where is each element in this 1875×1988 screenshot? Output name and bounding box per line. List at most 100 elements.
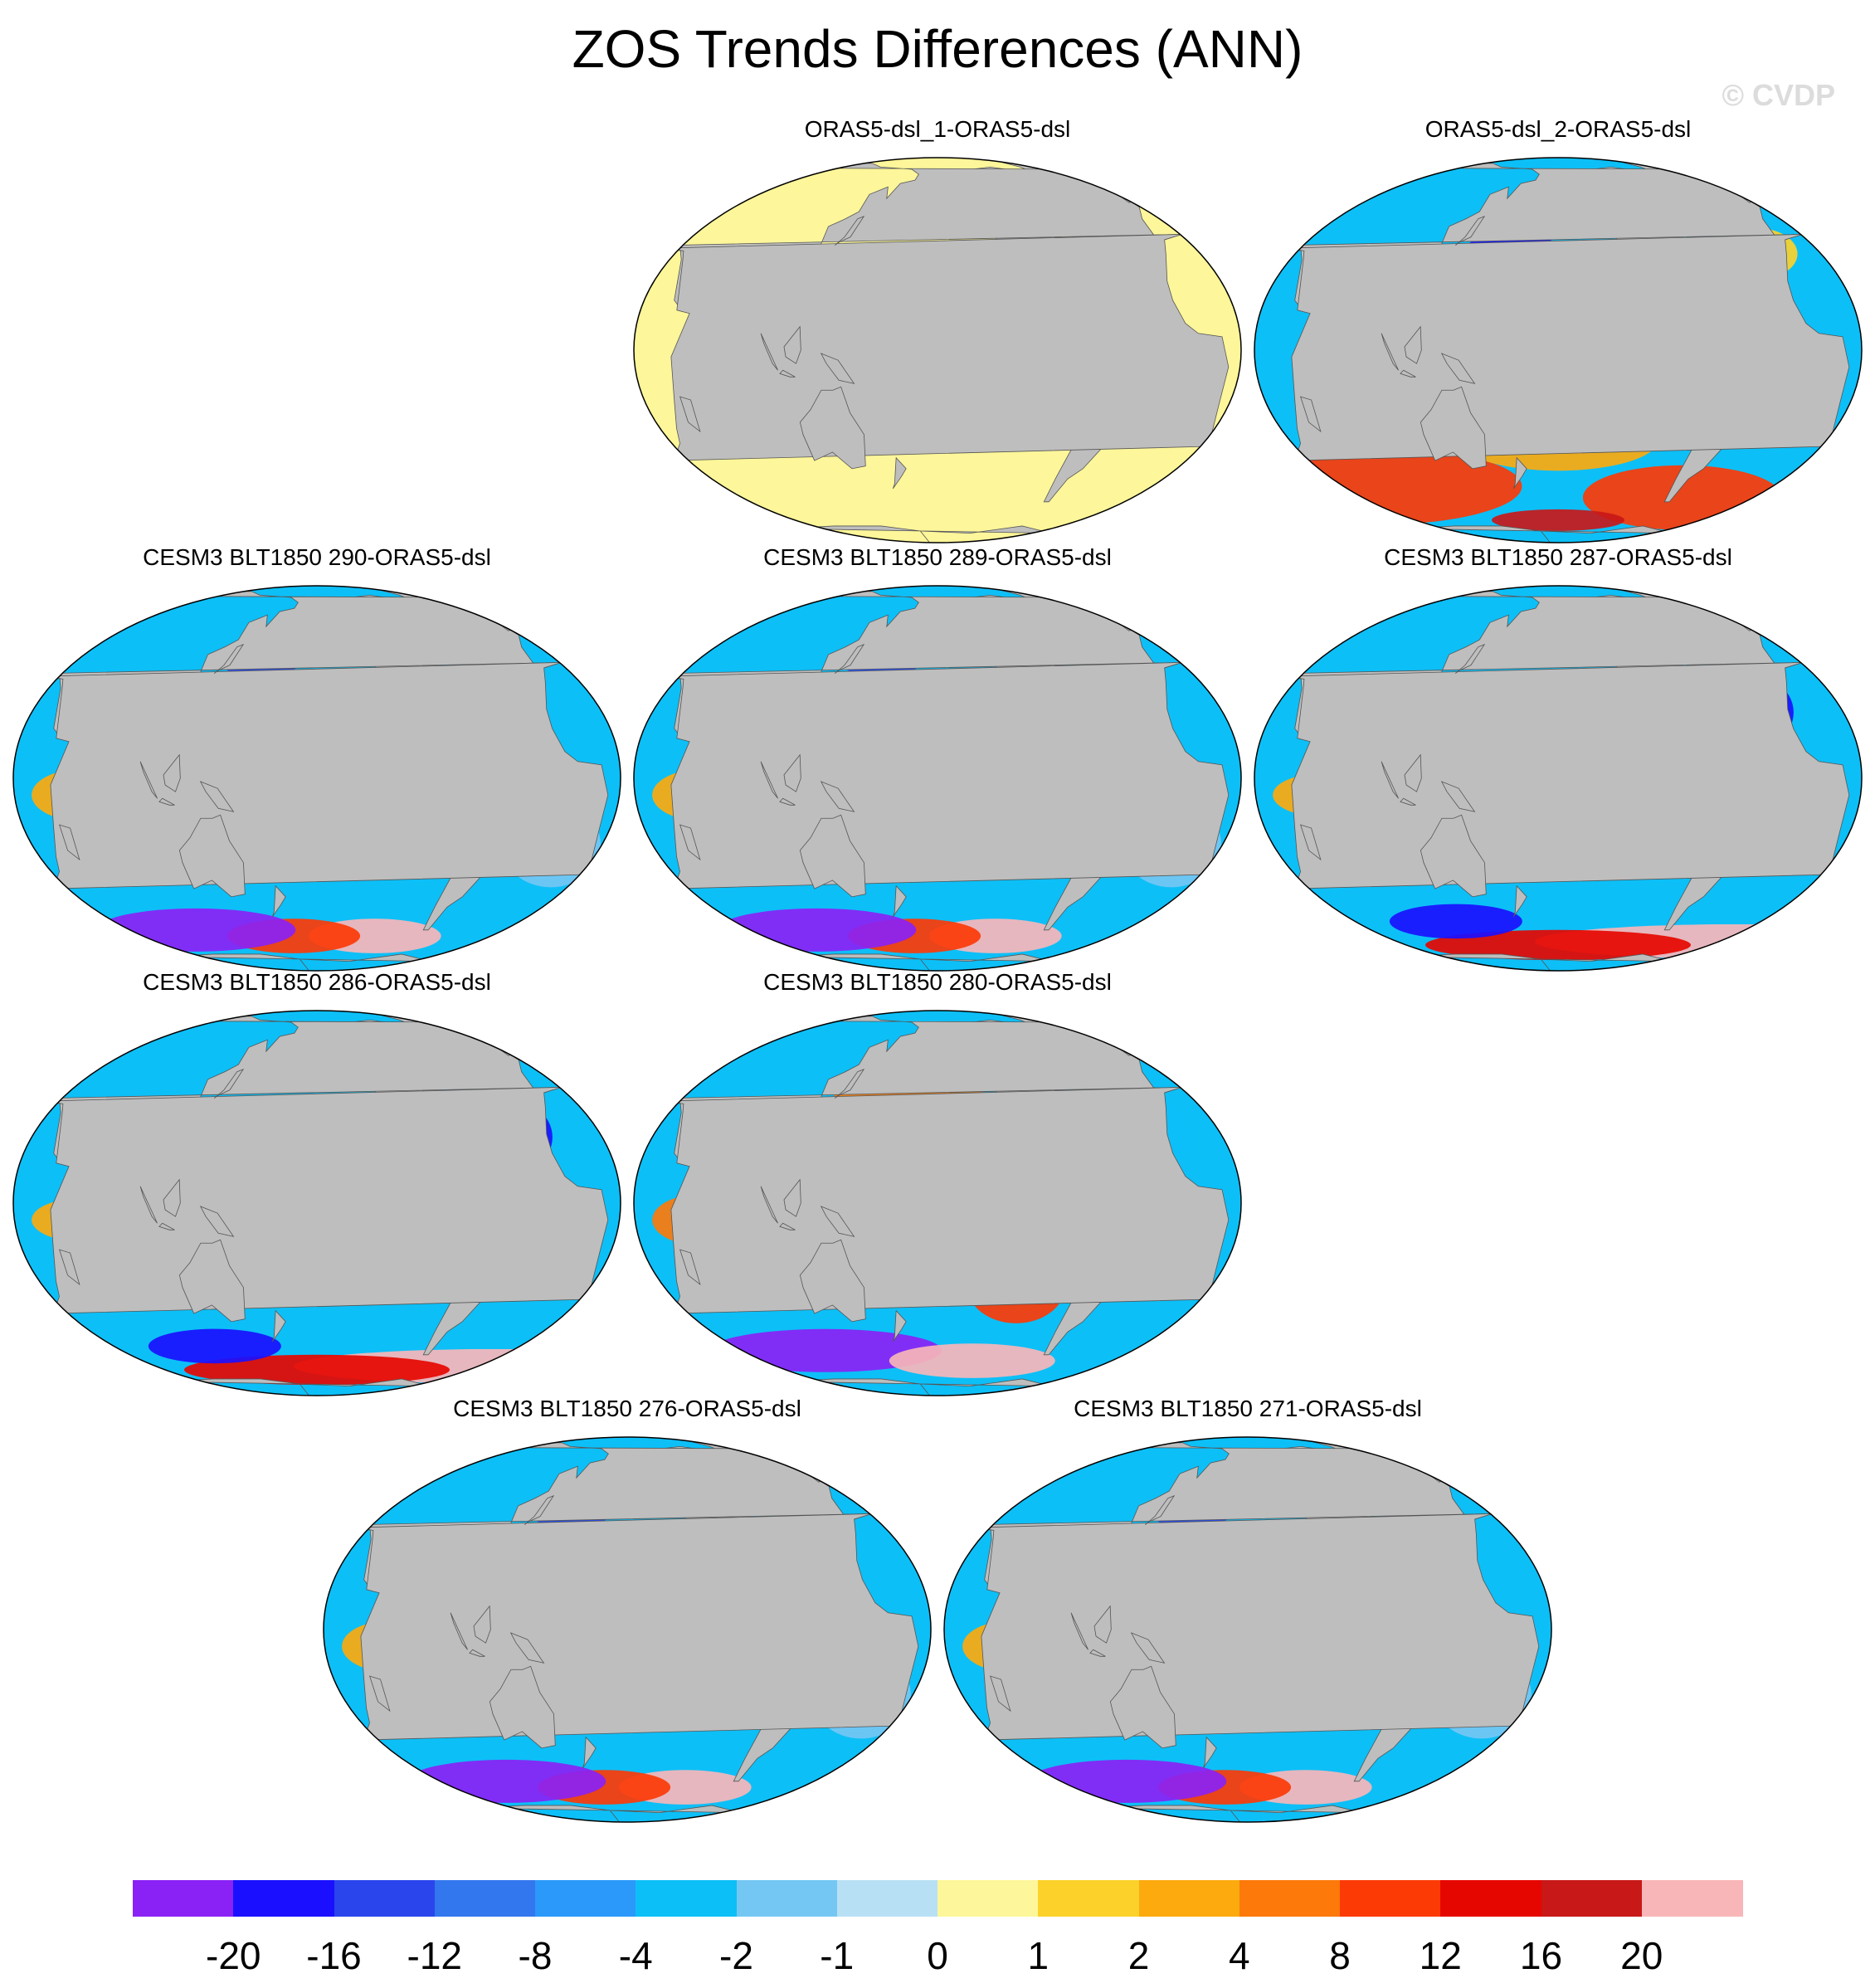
land-mass [760, 761, 778, 799]
land-mass [1400, 797, 1416, 806]
land-mass [799, 814, 866, 898]
land-mass [834, 1069, 865, 1099]
land-mass [524, 1495, 555, 1525]
land-mass [667, 661, 1230, 889]
land-mass [1288, 661, 1850, 889]
map-outline [633, 157, 1242, 543]
land-mass [1512, 456, 1527, 490]
map-panel: CESM3 BLT1850 290-ORAS5-dsl [10, 544, 624, 976]
panel-title: CESM3 BLT1850 271-ORAS5-dsl [1074, 1396, 1422, 1421]
panel-title: CESM3 BLT1850 280-ORAS5-dsl [763, 969, 1112, 995]
land-mass [820, 1206, 855, 1237]
land-mass [1089, 1649, 1106, 1657]
colorbar-tick-label: -1 [820, 1934, 855, 1977]
land-mass [1288, 233, 1850, 461]
map-panel: ORAS5-dsl_1-ORAS5-dsl [631, 116, 1244, 548]
colorbar-box [836, 1880, 938, 1917]
world-map [1254, 585, 1863, 972]
land-mass [158, 797, 175, 806]
land-mass [892, 884, 907, 918]
colorbar-box [1641, 1880, 1743, 1917]
anomaly-patch [1425, 929, 1691, 961]
land-mass [679, 1249, 701, 1286]
land-mass [271, 884, 286, 918]
colorbar-box [1541, 1880, 1643, 1917]
world-map [12, 1010, 621, 1396]
land-mass [158, 1222, 175, 1230]
colorbar-box [334, 1880, 436, 1917]
land-mass [59, 1249, 80, 1286]
land-mass [990, 1675, 1011, 1713]
anomaly-patch [148, 1328, 281, 1364]
map-panel: ORAS5-dsl_2-ORAS5-dsl [1251, 116, 1865, 548]
land-mass [509, 1632, 545, 1664]
land-mass [977, 1513, 1540, 1741]
land-mass [1300, 824, 1322, 861]
anomaly-patch [709, 1328, 942, 1372]
land-mass [163, 753, 181, 792]
colorbar-tick-label: -8 [518, 1934, 553, 1977]
map-outline [633, 1010, 1242, 1396]
land-mass [450, 1612, 468, 1650]
map-outline [633, 585, 1242, 972]
land-mass [667, 233, 1230, 461]
world-map [12, 585, 621, 972]
land-mass [1404, 753, 1422, 792]
map-outline [323, 1436, 932, 1823]
land-mass [59, 824, 80, 861]
land-mass [582, 1736, 597, 1769]
land-mass [139, 1186, 158, 1224]
land-mass [1512, 884, 1527, 918]
colorbar-tick-label: 8 [1329, 1934, 1351, 1977]
colorbar-tick-label: -2 [719, 1934, 753, 1977]
colorbar-tick-label: -16 [306, 1934, 362, 1977]
land-mass [1070, 1612, 1088, 1650]
land-mass [199, 781, 235, 812]
map-outline [943, 1436, 1552, 1823]
map-outline [12, 1010, 621, 1396]
anomaly-patch [1492, 509, 1624, 531]
panel-title: ORAS5-dsl_2-ORAS5-dsl [1425, 116, 1692, 142]
land-mass [1400, 369, 1416, 378]
panel-title: CESM3 BLT1850 287-ORAS5-dsl [1384, 544, 1732, 570]
map-outline [1254, 157, 1863, 543]
watermark: © CVDP [1722, 78, 1835, 112]
map-outline [1254, 585, 1863, 972]
land-mass [1381, 333, 1399, 371]
map-panel: CESM3 BLT1850 289-ORAS5-dsl [631, 544, 1244, 976]
land-mass [779, 797, 796, 806]
colorbar-tick-label: -20 [206, 1934, 261, 1977]
world-map [1254, 157, 1863, 543]
anomaly-patch [717, 908, 917, 952]
land-mass [820, 353, 855, 384]
figure-title: ZOS Trends Differences (ANN) [572, 19, 1303, 79]
land-mass [213, 644, 245, 674]
panel-title: CESM3 BLT1850 290-ORAS5-dsl [143, 544, 491, 570]
land-mass [760, 1186, 778, 1224]
colorbar-box [938, 1880, 1039, 1917]
land-mass [783, 325, 801, 364]
land-mass [892, 456, 907, 490]
colorbar-box [233, 1880, 334, 1917]
land-mass [178, 1239, 246, 1323]
colorbar-box [1440, 1880, 1541, 1917]
colorbar-tick-label: 16 [1519, 1934, 1563, 1977]
colorbar-box [736, 1880, 838, 1917]
land-mass [369, 1675, 391, 1713]
land-mass [1420, 386, 1487, 470]
map-panel: CESM3 BLT1850 276-ORAS5-dsl [320, 1396, 934, 1827]
land-mass [679, 824, 701, 861]
land-mass [469, 1649, 485, 1657]
land-mass [834, 644, 865, 674]
land-mass [834, 216, 865, 246]
land-mass [1202, 1736, 1217, 1769]
colorbar-tick-label: 12 [1419, 1934, 1462, 1977]
land-mass [783, 1178, 801, 1217]
land-mass [46, 1086, 609, 1314]
land-mass [1093, 1605, 1112, 1644]
land-mass [473, 1605, 491, 1644]
map-panel: CESM3 BLT1850 287-ORAS5-dsl [1251, 544, 1865, 976]
land-mass [357, 1513, 919, 1741]
panel-title: CESM3 BLT1850 276-ORAS5-dsl [453, 1396, 801, 1421]
colorbar-box [636, 1880, 737, 1917]
